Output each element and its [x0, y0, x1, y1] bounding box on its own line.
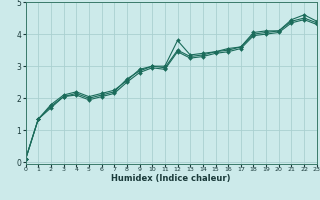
X-axis label: Humidex (Indice chaleur): Humidex (Indice chaleur): [111, 174, 231, 183]
